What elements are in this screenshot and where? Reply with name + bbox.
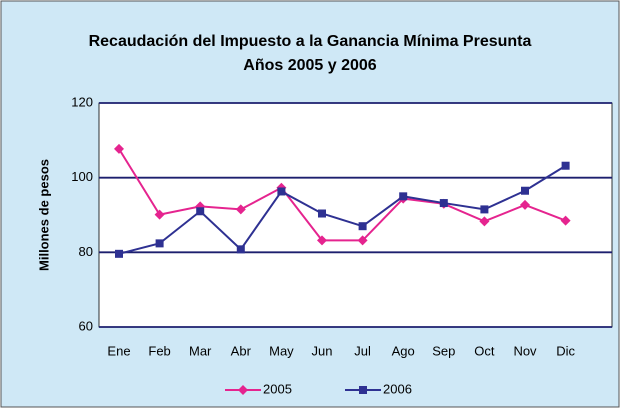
marker: [561, 161, 570, 170]
x-tick-label: Ago: [392, 343, 415, 358]
marker: [154, 209, 165, 220]
x-tick-label: Dic: [556, 343, 575, 358]
chart-title: Recaudación del Impuesto a la Ganancia M…: [89, 33, 532, 50]
marker: [480, 205, 489, 214]
marker: [317, 235, 327, 246]
marker: [277, 187, 286, 196]
line: [118, 164, 567, 255]
x-tick-label: Jun: [312, 343, 333, 358]
x-tick-label: Feb: [148, 343, 170, 358]
x-tick-label: Mar: [189, 343, 212, 358]
marker: [399, 192, 408, 201]
y-axis-label: Millones de pesos: [36, 159, 51, 271]
marker: [358, 222, 367, 231]
y-tick-label: 100: [71, 169, 93, 184]
legend-marker: [238, 385, 248, 395]
marker: [235, 204, 246, 215]
marker: [521, 186, 529, 195]
x-tick-label: Ene: [107, 343, 130, 358]
y-tick-label: 60: [79, 318, 93, 333]
x-tick-label: Nov: [513, 343, 537, 358]
legend-label: 2005: [263, 381, 292, 396]
plot-area: [98, 102, 613, 328]
marker: [114, 143, 124, 154]
line: [118, 148, 566, 242]
legend-marker: [359, 386, 367, 394]
marker: [155, 239, 164, 248]
x-tick-label: Sep: [432, 343, 455, 358]
y-tick-label: 80: [79, 244, 93, 259]
marker: [439, 199, 448, 208]
x-tick-label: Oct: [474, 343, 495, 358]
marker: [115, 249, 123, 258]
chart-subtitle: Años 2005 y 2006: [243, 57, 377, 74]
marker: [318, 209, 326, 218]
legend-label: 2006: [383, 381, 412, 396]
marker: [196, 207, 205, 216]
x-tick-label: Jul: [354, 343, 371, 358]
marker: [479, 216, 490, 227]
y-tick-label: 120: [71, 94, 93, 109]
x-tick-label: Abr: [231, 343, 252, 358]
marker: [236, 245, 245, 254]
marker: [560, 215, 571, 226]
marker: [520, 199, 530, 210]
x-tick-label: May: [269, 343, 294, 358]
marker: [357, 235, 368, 246]
